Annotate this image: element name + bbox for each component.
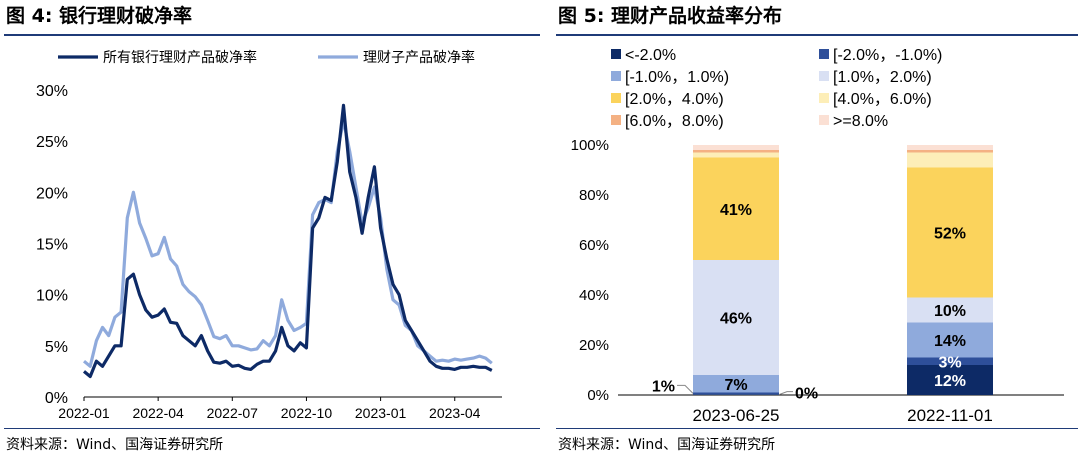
right-legend-swatch [611,71,621,81]
right-data-label: 3% [938,354,961,371]
left-legend-label-2: 理财子产品破净率 [363,49,475,65]
right-data-label: 14% [934,333,966,350]
right-footer-rule [556,428,1078,429]
right-x-tick-label: 2023-06-25 [693,406,780,425]
right-y-tick-label: 0% [587,387,609,404]
right-bar-segment [693,157,779,260]
right-legend-label: [2.0%，4.0%) [625,91,724,108]
right-bar-segment [907,297,993,323]
left-source-note: 资料来源：Wind、国海证券研究所 [6,437,224,453]
right-bar-segment [907,365,993,395]
left-x-tick-label: 2022-07 [207,405,259,421]
right-data-label: 52% [934,226,966,243]
left-x-tick-label: 2022-04 [132,405,184,421]
left-y-tick-label: 20% [36,185,68,202]
right-legend-label: [1.0%，2.0%) [833,69,932,86]
right-x-tick-label: 2022-11-01 [907,406,993,425]
right-data-label: 12% [934,373,966,390]
right-chart-title: 图 5: 理财产品收益率分布 [558,5,783,27]
right-bar-segment [907,167,993,298]
left-y-tick-label: 15% [36,237,68,254]
right-legend-swatch [611,93,621,103]
left-series-line-1 [82,103,493,379]
right-bar-segment [907,152,993,168]
right-bar-segment [693,145,779,150]
left-x-tick-label: 2022-01 [58,405,110,421]
right-legend-label: <-2.0% [625,47,676,64]
right-y-tick-label: 60% [579,237,609,254]
right-bar-segment [907,322,993,358]
right-callout-leader [778,391,793,396]
left-x-tick-label: 2023-01 [355,405,407,421]
right-title-rule [556,34,1078,36]
right-bar-segment [907,150,993,153]
left-series-line-2 [82,119,493,368]
right-bar-segment [693,150,779,153]
right-y-tick-label: 80% [579,187,609,204]
right-legend-label: [4.0%，6.0%) [833,91,932,108]
right-legend-label: [6.0%，8.0%) [625,113,724,130]
right-source-note: 资料来源：Wind、国海证券研究所 [558,437,776,453]
right-legend-swatch [819,71,829,81]
right-bar-segment [693,375,779,393]
left-x-tick-label: 2022-10 [281,405,333,421]
right-bar-segment [693,392,779,395]
right-bar-segment [693,260,779,375]
right-legend-swatch [611,49,621,59]
right-y-tick-label: 100% [571,137,609,154]
right-bar-segment [693,394,779,395]
right-data-label: 7% [724,377,747,394]
right-legend-swatch [819,115,829,125]
left-chart-title: 图 4: 银行理财破净率 [6,5,193,27]
left-y-tick-label: 30% [36,83,68,100]
left-y-tick-label: 25% [36,134,68,151]
left-y-tick-label: 0% [45,390,68,407]
right-y-tick-label: 20% [579,337,609,354]
left-y-tick-label: 10% [36,288,68,305]
left-footer-rule [4,428,540,429]
left-x-tick-label: 2023-04 [429,405,481,421]
right-data-label: 46% [720,311,752,328]
left-legend-label-1: 所有银行理财产品破净率 [103,49,257,65]
right-bar-segment [907,145,993,150]
right-legend-label: [-2.0%，-1.0%) [833,47,942,64]
right-bar-segment [693,152,779,158]
right-legend-label: >=8.0% [833,113,888,130]
right-callout-label: 0% [795,386,818,403]
right-bar-segment [907,357,993,365]
right-legend-swatch [819,93,829,103]
right-legend-label: [-1.0%，1.0%) [625,69,729,86]
right-data-label: 10% [934,303,966,320]
right-data-label: 41% [720,202,752,219]
right-callout-leader [677,384,694,394]
right-callout-label: 1% [652,378,675,395]
right-legend-swatch [611,115,621,125]
left-title-rule [4,34,540,36]
left-y-tick-label: 5% [45,339,68,356]
right-legend-swatch [819,49,829,59]
right-y-tick-label: 40% [579,287,609,304]
